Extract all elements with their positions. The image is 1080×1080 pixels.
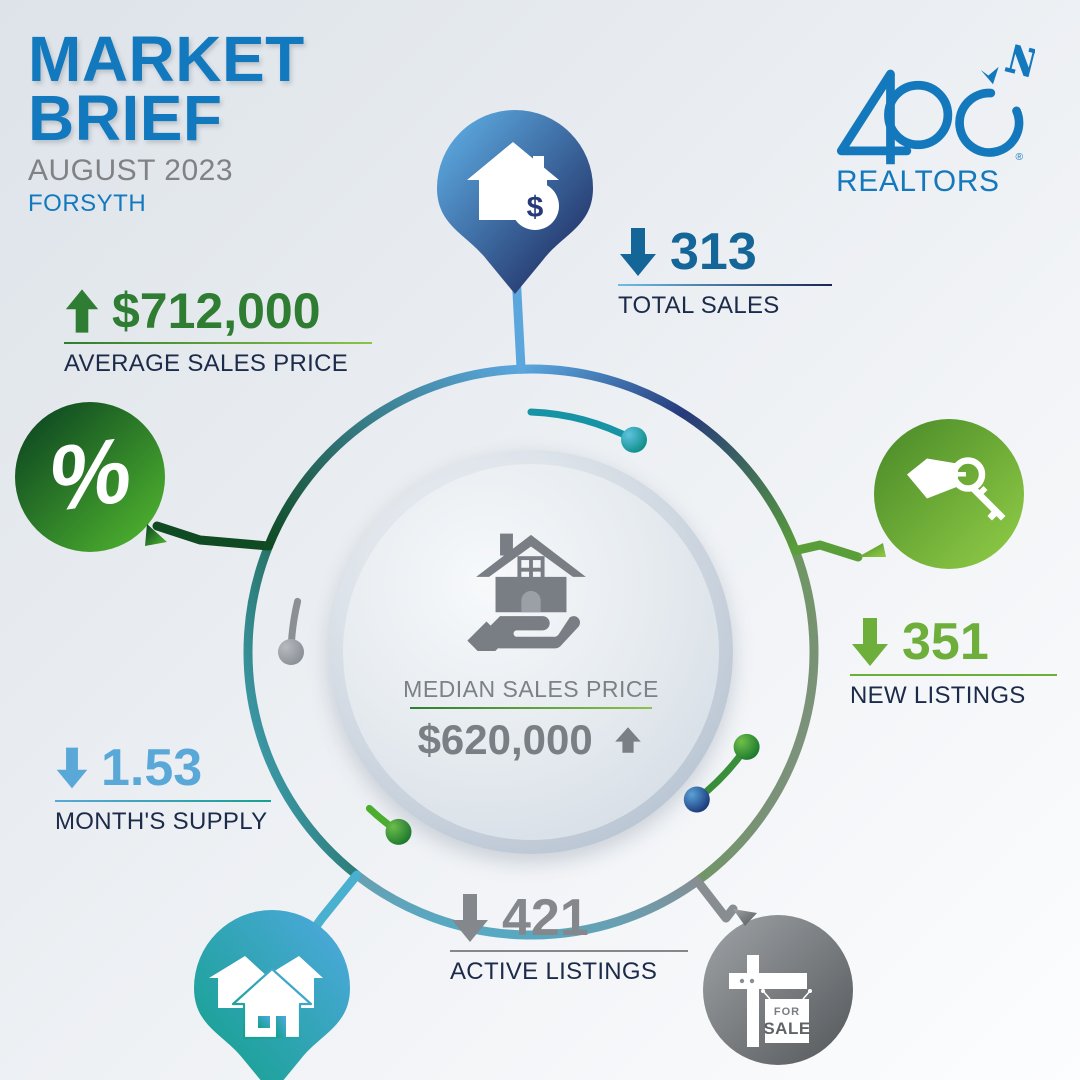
svg-text:SALE: SALE: [763, 1019, 810, 1038]
svg-text:FOR: FOR: [774, 1006, 800, 1018]
svg-text:%: %: [42, 419, 137, 531]
svg-text:$: $: [527, 191, 544, 224]
